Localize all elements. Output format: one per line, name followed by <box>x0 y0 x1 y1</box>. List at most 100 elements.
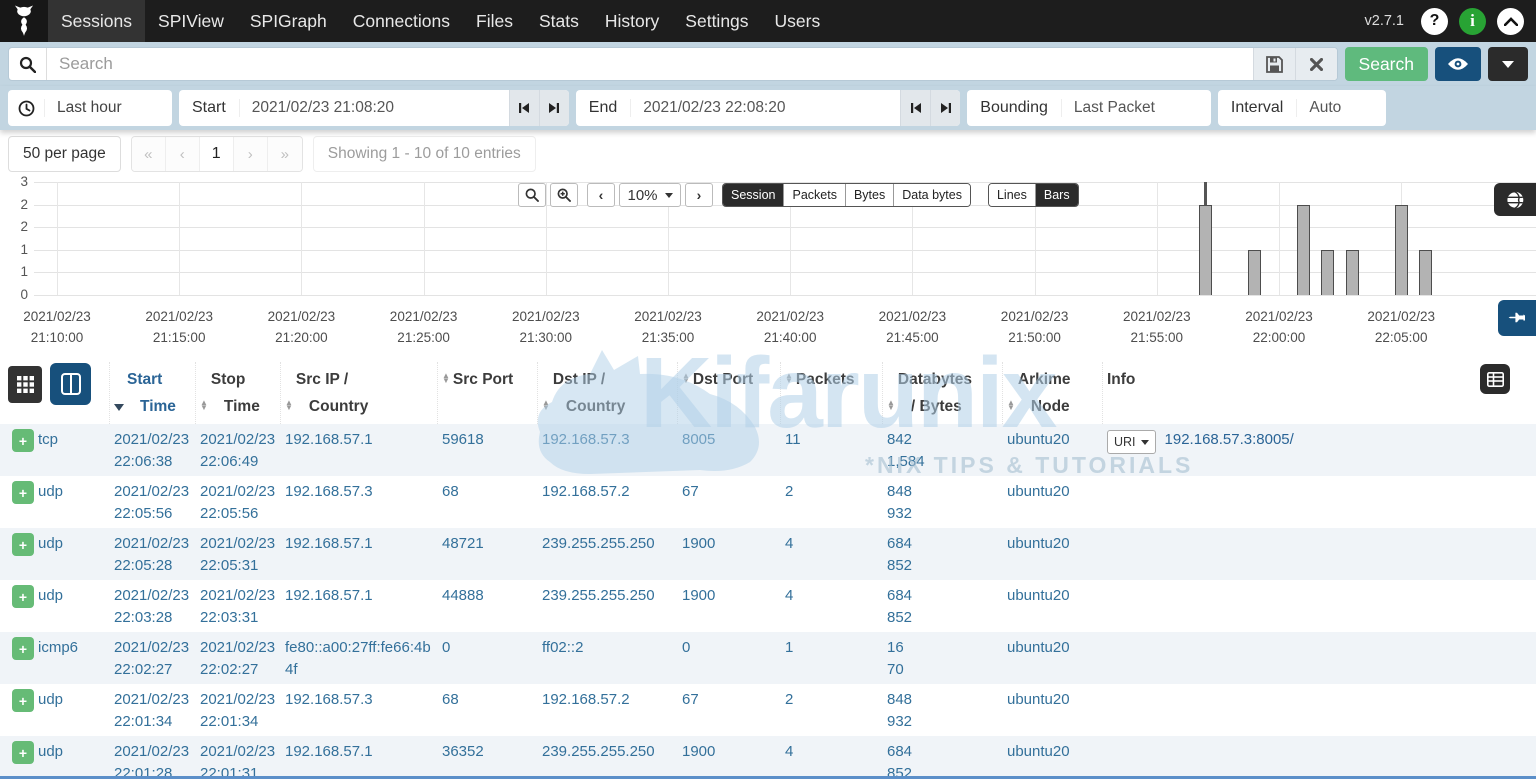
nav-item-files[interactable]: Files <box>476 11 513 31</box>
expand-session-button[interactable]: + <box>12 689 34 712</box>
view-actions-button[interactable] <box>1435 47 1481 81</box>
chart-view-data-bytes[interactable]: Data bytes <box>894 184 970 206</box>
cell-dst-ip[interactable]: 192.168.57.3 <box>542 431 630 448</box>
cell-node[interactable]: ubuntu20 <box>1007 587 1070 604</box>
expand-session-button[interactable]: + <box>12 481 34 504</box>
search-input[interactable] <box>47 48 1253 80</box>
cell-dst-ip[interactable]: 192.168.57.2 <box>542 483 630 500</box>
cell-dst-port[interactable]: 1900 <box>682 587 716 604</box>
nav-item-connections[interactable]: Connections <box>352 11 450 31</box>
cell-protocol[interactable]: udp <box>38 691 64 708</box>
cell-node[interactable]: ubuntu20 <box>1007 691 1070 708</box>
cell-dst-ip[interactable]: 192.168.57.2 <box>542 691 630 708</box>
nav-item-spiview[interactable]: SPIView <box>158 11 224 31</box>
cell-src-port[interactable]: 68 <box>442 691 459 708</box>
column-header-dst-port[interactable]: ▲ ▼ Dst Port <box>678 362 781 424</box>
current-page-button[interactable]: 1 <box>199 137 234 171</box>
cell-dst-ip[interactable]: ff02::2 <box>542 639 584 656</box>
start-time-input[interactable]: 2021/02/23 21:08:20 <box>238 99 509 117</box>
arkime-owl-logo[interactable] <box>0 0 48 42</box>
cell-node[interactable]: ubuntu20 <box>1007 743 1070 760</box>
help-icon[interactable]: ? <box>1421 7 1448 35</box>
cell-protocol[interactable]: icmp6 <box>38 639 79 656</box>
cell-node[interactable]: ubuntu20 <box>1007 483 1070 500</box>
cell-dst-port[interactable]: 1900 <box>682 743 716 760</box>
chart-style-bars[interactable]: Bars <box>1035 184 1078 206</box>
nav-item-settings[interactable]: Settings <box>685 11 749 31</box>
column-header-packets[interactable]: ▲ ▼ Packets <box>781 362 883 424</box>
chart-view-packets[interactable]: Packets <box>784 184 846 206</box>
first-page-button[interactable]: « <box>131 137 166 171</box>
zoom-out-icon[interactable] <box>518 183 546 207</box>
column-header-databytes[interactable]: ▲ ▼ Databytes / Bytes <box>883 362 1003 424</box>
nav-item-history[interactable]: History <box>604 11 660 31</box>
clear-search-button[interactable] <box>1294 48 1337 80</box>
column-header-src-ip[interactable]: ▲ ▼ Src IP / Country <box>281 362 438 424</box>
zoom-level-select[interactable]: 10% <box>619 183 681 207</box>
end-step-forward-icon[interactable] <box>930 90 961 126</box>
uri-menu-button[interactable]: URI <box>1107 430 1156 454</box>
map-toggle-button[interactable] <box>1494 183 1536 216</box>
chevron-up-icon[interactable] <box>1497 7 1524 35</box>
cell-protocol[interactable]: udp <box>38 535 64 552</box>
cell-src-port[interactable]: 59618 <box>442 431 484 448</box>
cell-protocol[interactable]: udp <box>38 587 64 604</box>
cell-protocol[interactable]: tcp <box>38 431 59 448</box>
column-header-src-port[interactable]: ▲ ▼ Src Port <box>438 362 538 424</box>
end-time-input[interactable]: 2021/02/23 22:08:20 <box>630 99 900 117</box>
cell-node[interactable]: ubuntu20 <box>1007 431 1070 448</box>
expand-session-button[interactable]: + <box>12 741 34 764</box>
table-settings-button[interactable] <box>1480 364 1510 394</box>
last-page-button[interactable]: » <box>267 137 302 171</box>
info-uri-link[interactable]: 192.168.57.3:8005/ <box>1164 431 1294 448</box>
start-step-back-icon[interactable] <box>508 90 539 126</box>
column-header-node[interactable]: ▲ ▼ Arkime Node <box>1003 362 1103 424</box>
cell-dst-port[interactable]: 67 <box>682 483 699 500</box>
cell-src-port[interactable]: 48721 <box>442 535 484 552</box>
cell-src-ip[interactable]: 192.168.57.1 <box>285 587 373 604</box>
toggle-view-grid-button[interactable] <box>8 366 42 403</box>
cell-dst-ip[interactable]: 239.255.255.250 <box>542 587 655 604</box>
column-header-start[interactable]: Start Time <box>110 362 196 424</box>
toggle-columns-button[interactable] <box>50 363 91 405</box>
pin-timeline-button[interactable] <box>1498 300 1536 336</box>
nav-item-sessions[interactable]: Sessions <box>48 0 146 42</box>
per-page-select[interactable]: 50 per page <box>8 136 121 172</box>
nav-item-users[interactable]: Users <box>774 11 821 31</box>
bounding-select[interactable]: Last Packet <box>1060 99 1211 117</box>
cell-node[interactable]: ubuntu20 <box>1007 535 1070 552</box>
chart-view-session[interactable]: Session <box>723 184 785 206</box>
zoom-in-icon[interactable] <box>550 183 578 207</box>
column-header-dst-ip[interactable]: ▲ ▼ Dst IP / Country <box>538 362 678 424</box>
expand-session-button[interactable]: + <box>12 637 34 660</box>
cell-protocol[interactable]: udp <box>38 743 64 760</box>
nav-item-spigraph[interactable]: SPIGraph <box>249 11 327 31</box>
cell-src-port[interactable]: 44888 <box>442 587 484 604</box>
cell-dst-port[interactable]: 67 <box>682 691 699 708</box>
cell-src-port[interactable]: 36352 <box>442 743 484 760</box>
chart-view-bytes[interactable]: Bytes <box>845 184 895 206</box>
cell-src-ip[interactable]: 192.168.57.3 <box>285 483 373 500</box>
interval-select[interactable]: Auto <box>1296 99 1386 117</box>
chart-style-lines[interactable]: Lines <box>988 184 1036 206</box>
pan-left-button[interactable]: ‹ <box>587 183 615 207</box>
cell-dst-port[interactable]: 0 <box>682 639 691 656</box>
prev-page-button[interactable]: ‹ <box>165 137 200 171</box>
nav-item-stats[interactable]: Stats <box>538 11 579 31</box>
end-step-back-icon[interactable] <box>900 90 931 126</box>
cell-src-port[interactable]: 68 <box>442 483 459 500</box>
cell-dst-ip[interactable]: 239.255.255.250 <box>542 743 655 760</box>
expand-session-button[interactable]: + <box>12 533 34 556</box>
time-range-select[interactable]: Last hour <box>44 99 134 117</box>
start-step-forward-icon[interactable] <box>538 90 569 126</box>
cell-dst-port[interactable]: 8005 <box>682 431 716 448</box>
cell-dst-ip[interactable]: 239.255.255.250 <box>542 535 655 552</box>
cell-src-ip[interactable]: 192.168.57.1 <box>285 535 373 552</box>
cell-src-port[interactable]: 0 <box>442 639 451 656</box>
cell-node[interactable]: ubuntu20 <box>1007 639 1070 656</box>
cell-src-ip[interactable]: 192.168.57.1 <box>285 431 373 448</box>
expand-session-button[interactable]: + <box>12 585 34 608</box>
cell-dst-port[interactable]: 1900 <box>682 535 716 552</box>
cell-src-ip[interactable]: 192.168.57.1 <box>285 743 373 760</box>
search-dropdown-button[interactable] <box>1488 47 1528 81</box>
